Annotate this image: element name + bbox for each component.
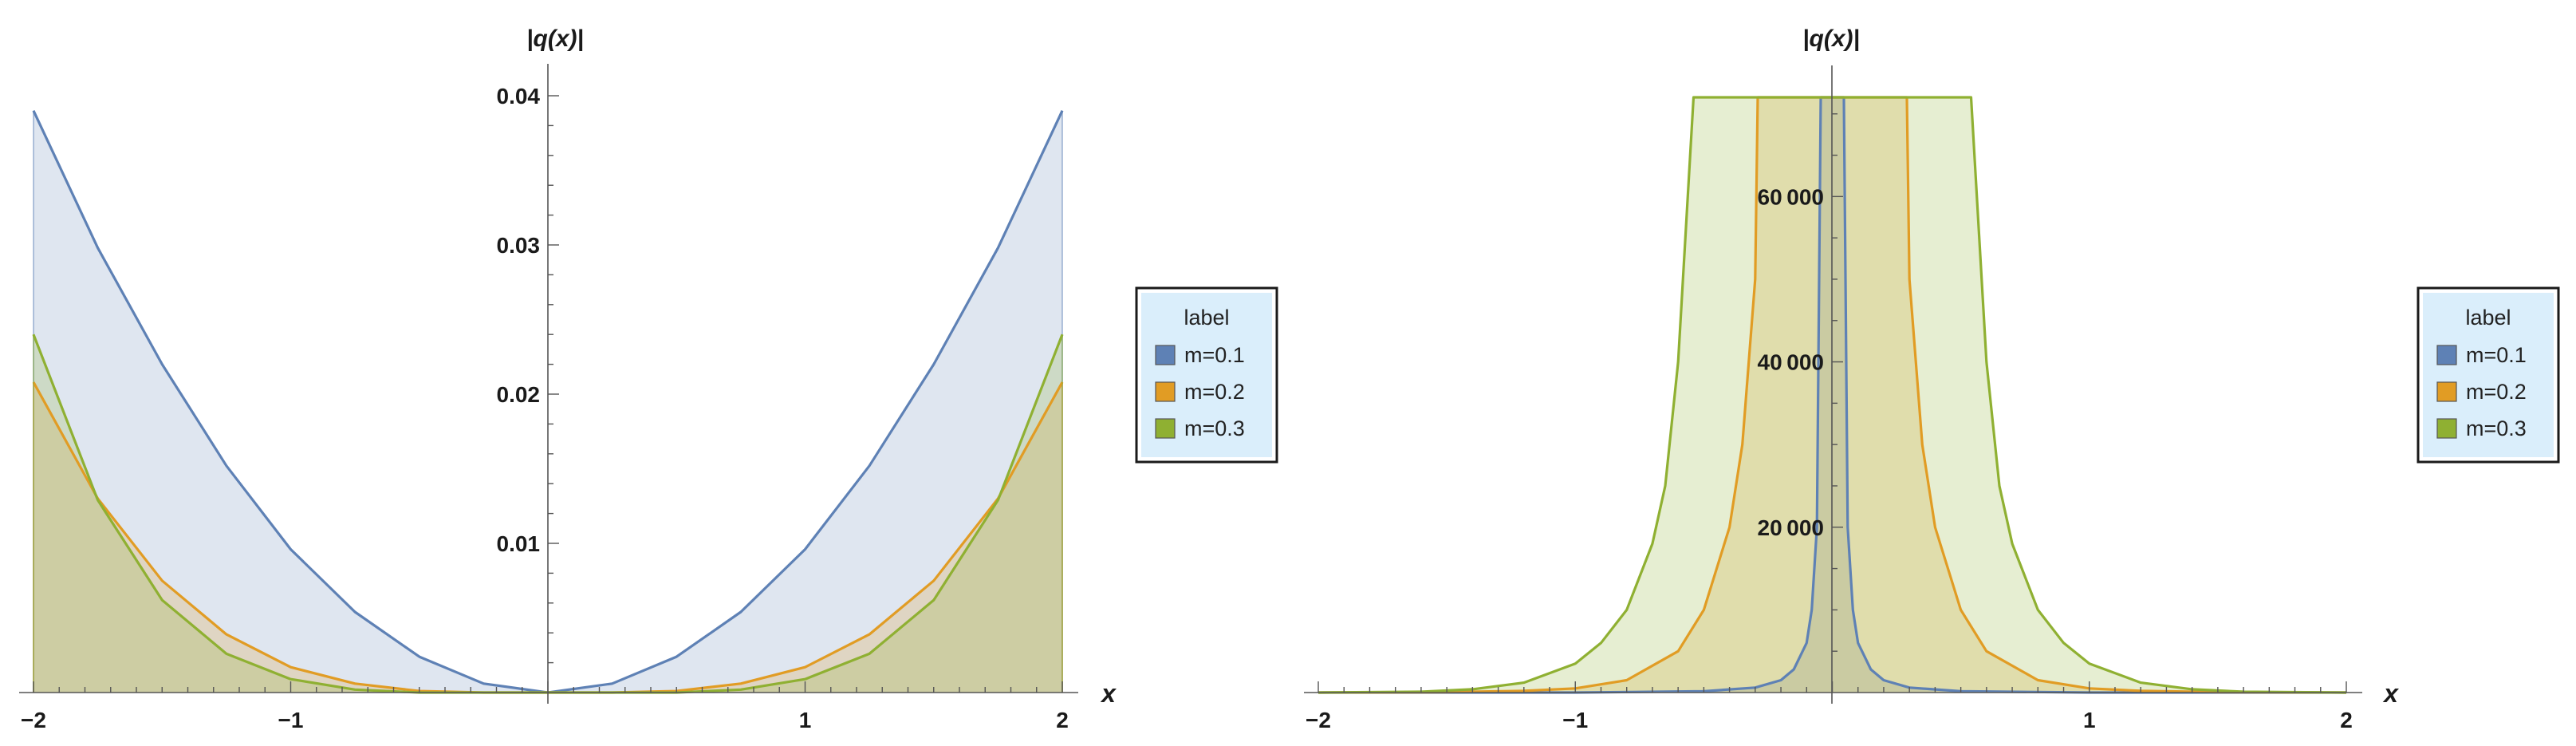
legend: label m=0.1 m=0.2 m=0.3: [1135, 286, 1278, 464]
x-tick-label: 1: [2083, 708, 2096, 732]
legend-entry: m=0.3: [1184, 416, 1245, 440]
series-area-m=0.2: [33, 382, 1062, 693]
x-tick-label: −2: [1306, 708, 1331, 732]
x-tick-label: 1: [799, 708, 812, 732]
legend-swatch: [1155, 381, 1176, 402]
y-tick-label: 20 000: [1758, 515, 1824, 540]
series-area-m=0.1: [33, 110, 1062, 693]
right-chart: −2 −1 1 2 20 000 40 000 60 000 |q(x)| x label m=0.…: [1304, 26, 2560, 732]
legend-entry: m=0.1: [2466, 343, 2527, 367]
legend-entry: m=0.3: [2466, 416, 2527, 440]
y-tick-label: 40 000: [1758, 350, 1824, 375]
x-axis-title: x: [1100, 679, 1117, 708]
y-tick-label: 60 000: [1758, 184, 1824, 209]
legend-entry: m=0.2: [2466, 380, 2527, 404]
legend-entry: m=0.2: [1184, 380, 1245, 404]
y-tick-label: 0.03: [497, 233, 541, 258]
legend-entry: m=0.1: [1184, 343, 1245, 367]
legend-swatch: [2436, 418, 2457, 439]
x-axis-title: x: [2382, 679, 2399, 708]
x-tick-label: −1: [1562, 708, 1588, 732]
left-chart: −2 −1 1 2 0.01 0.02 0.03 0.04 |q(x)| x label m=0.1 m…: [19, 26, 1278, 732]
x-tick-label: 2: [2340, 708, 2353, 732]
legend-swatch: [1155, 418, 1176, 439]
legend-swatch: [1155, 345, 1176, 365]
y-tick-label: 0.02: [497, 382, 541, 407]
y-tick-label: 0.01: [497, 531, 541, 556]
x-tick-label: 2: [1056, 708, 1069, 732]
series-area-m=0.3: [33, 334, 1062, 693]
legend-swatch: [2436, 345, 2457, 365]
y-tick-label: 0.04: [497, 84, 541, 109]
x-tick-label: −2: [21, 708, 46, 732]
legend-title: label: [2465, 306, 2511, 330]
y-axis-title: |q(x)|: [1802, 26, 1860, 52]
legend: label m=0.1 m=0.2 m=0.3: [2416, 286, 2560, 464]
x-tick-label: −1: [278, 708, 304, 732]
y-axis-title: |q(x)|: [526, 26, 584, 52]
legend-swatch: [2436, 381, 2457, 402]
legend-title: label: [1184, 306, 1229, 330]
